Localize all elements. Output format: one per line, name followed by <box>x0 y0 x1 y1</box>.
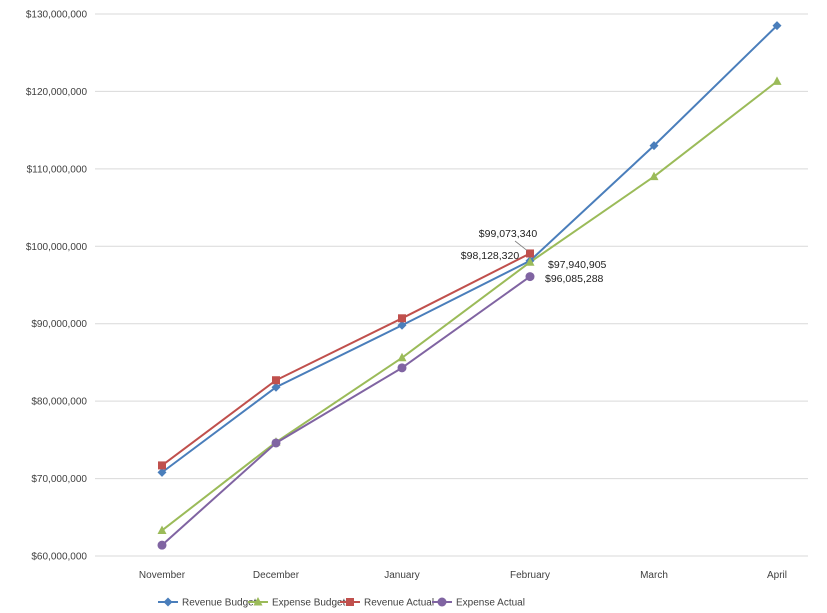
expense-budget-point <box>525 257 535 266</box>
data-labels: $99,073,340 $98,128,320 $97,940,905 $96,085… <box>461 228 607 285</box>
expense-budget-point <box>157 525 167 534</box>
revenue-budget-point <box>271 382 281 392</box>
expense-actual-point <box>397 363 407 373</box>
data-label: $99,073,340 <box>479 228 538 240</box>
y-tick-label: $120,000,000 <box>26 87 88 98</box>
data-label: $97,940,905 <box>548 259 607 271</box>
y-tick-label: $70,000,000 <box>31 474 87 485</box>
revenue-actual-point <box>398 314 406 323</box>
revenue-actual-point <box>272 376 280 385</box>
revenue-actual-point <box>526 249 534 258</box>
legend-label: Expense Actual <box>456 598 525 609</box>
data-label: $96,085,288 <box>545 273 604 285</box>
revenue-actual-line <box>161 252 531 467</box>
expense-budget-line <box>161 80 778 532</box>
x-tick-label: April <box>767 570 787 581</box>
revenue-budget-point <box>649 141 659 151</box>
expense-actual-point <box>525 272 535 282</box>
legend: Revenue Budget Expense Budget Revenue Actu… <box>158 597 525 609</box>
legend-label: Revenue Actual <box>364 598 434 609</box>
y-axis-ticks: $60,000,000 $70,000,000 $80,000,000 $90,000… <box>26 10 88 563</box>
revenue-budget-point <box>397 320 407 330</box>
expense-budget-point <box>772 76 782 85</box>
expense-actual-point <box>157 540 167 550</box>
y-tick-label: $80,000,000 <box>31 397 87 408</box>
revenue-actual-point <box>158 461 166 470</box>
series-lines <box>161 24 778 546</box>
legend-label: Revenue Budget <box>182 598 257 609</box>
legend-marker-revenue-budget <box>163 597 173 607</box>
x-tick-label: January <box>384 570 420 581</box>
x-tick-label: February <box>510 570 550 581</box>
legend-label: Expense Budget <box>272 598 346 609</box>
expense-actual-point <box>271 438 281 448</box>
legend-marker-expense-actual <box>437 597 447 607</box>
y-tick-label: $60,000,000 <box>31 552 87 563</box>
y-tick-label: $90,000,000 <box>31 319 87 330</box>
gridlines <box>95 13 808 557</box>
y-tick-label: $110,000,000 <box>27 164 88 175</box>
series-markers <box>157 21 782 550</box>
y-tick-label: $100,000,000 <box>26 242 88 253</box>
expense-budget-point <box>649 171 659 181</box>
x-tick-label: December <box>253 570 300 581</box>
legend-marker-expense-budget <box>253 597 263 606</box>
x-axis-ticks: November December January February March Apri… <box>139 570 787 581</box>
revenue-budget-point <box>157 467 167 477</box>
expense-actual-line <box>161 275 531 546</box>
x-tick-label: November <box>139 570 186 581</box>
data-label: $98,128,320 <box>461 250 520 262</box>
x-tick-label: March <box>640 570 668 581</box>
y-tick-label: $130,000,000 <box>26 10 88 21</box>
legend-marker-revenue-actual <box>346 598 354 606</box>
revenue-budget-point <box>772 21 782 31</box>
revenue-budget-line <box>161 24 778 474</box>
data-label-leader <box>514 240 528 251</box>
expense-budget-point <box>397 352 407 362</box>
